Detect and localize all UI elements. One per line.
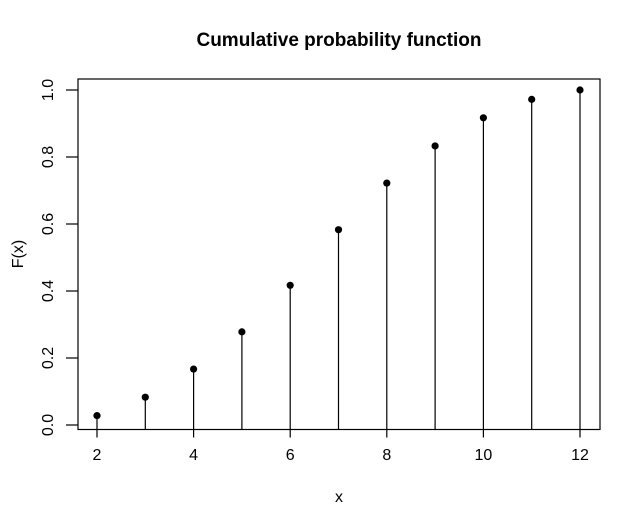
chart-title: Cumulative probability function bbox=[196, 30, 481, 51]
y-tick-label: 0.6 bbox=[40, 213, 57, 235]
data-point bbox=[238, 328, 246, 336]
data-point bbox=[431, 142, 439, 150]
x-tick-label: 12 bbox=[571, 447, 589, 464]
y-tick-label: 1.0 bbox=[40, 79, 57, 101]
y-axis: 0.0 0.2 0.4 0.6 0.8 1.0 bbox=[40, 79, 78, 436]
x-tick-label: 6 bbox=[286, 447, 295, 464]
y-tick-label: 0.2 bbox=[40, 347, 57, 369]
x-tick-label: 8 bbox=[382, 447, 391, 464]
data-point bbox=[479, 114, 487, 122]
data-point bbox=[383, 179, 391, 187]
data-point bbox=[576, 86, 584, 94]
point-series bbox=[93, 86, 584, 420]
x-axis: 2 4 6 8 10 12 bbox=[93, 429, 589, 464]
y-tick-label: 0.8 bbox=[40, 146, 57, 168]
data-point bbox=[528, 95, 536, 103]
data-point bbox=[141, 393, 149, 401]
stem-series bbox=[96, 90, 581, 430]
x-tick-label: 10 bbox=[475, 447, 493, 464]
data-point bbox=[190, 365, 198, 373]
data-point bbox=[93, 412, 101, 420]
x-tick-label: 4 bbox=[189, 447, 198, 464]
x-tick-label: 2 bbox=[93, 447, 102, 464]
y-tick-label: 0.4 bbox=[40, 280, 57, 302]
data-point bbox=[286, 281, 294, 289]
x-axis-label: x bbox=[335, 489, 343, 506]
y-axis-label: F(x) bbox=[10, 240, 27, 268]
data-point bbox=[334, 226, 343, 234]
y-tick-label: 0.0 bbox=[40, 414, 57, 436]
